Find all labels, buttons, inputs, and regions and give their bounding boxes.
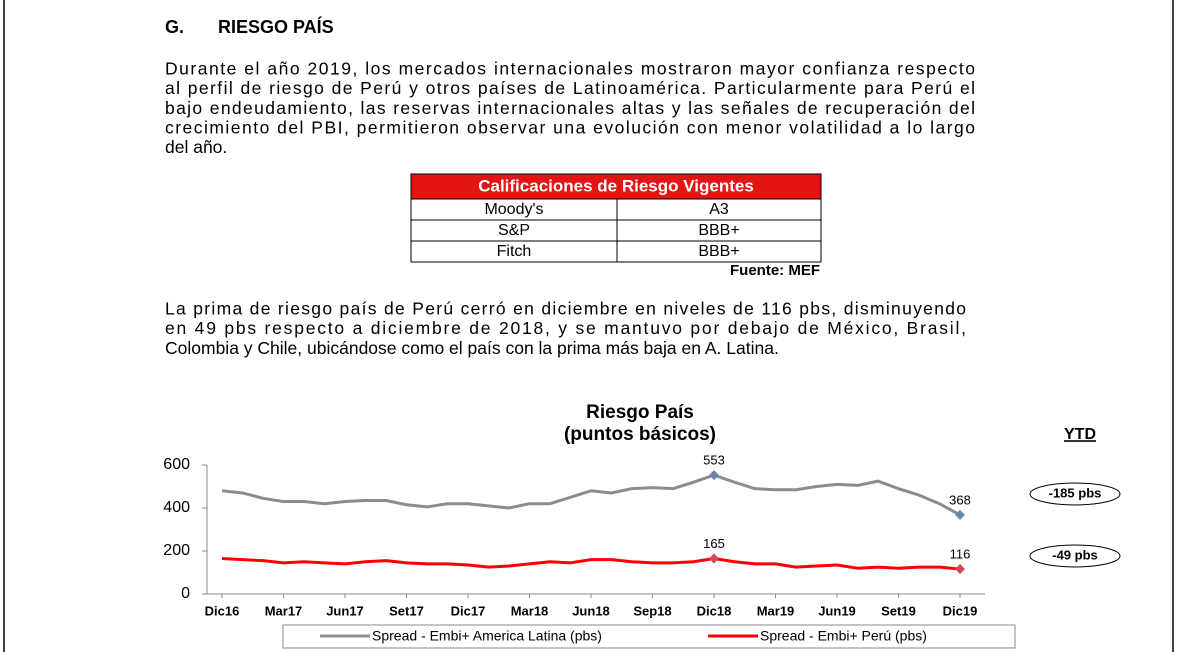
- table-text: A3: [709, 201, 729, 218]
- paragraph-line: crecimiento del PBI, permitieron observa…: [165, 117, 975, 137]
- legend: [282, 624, 1016, 649]
- point-marker: [709, 470, 719, 481]
- chart-title: Riesgo País: [586, 402, 694, 423]
- x-tick-label: Mar18: [511, 603, 549, 618]
- heading-title: RIESGO PAÍS: [218, 16, 334, 37]
- x-tick-label: Dic17: [451, 603, 486, 618]
- paragraph-line: del año.: [165, 137, 227, 157]
- point-marker: [709, 553, 719, 564]
- x-tick-label: Jun18: [572, 603, 610, 618]
- y-tick-label: 200: [163, 542, 190, 559]
- paragraph-line: bajo endeudamiento, las reservas interna…: [165, 98, 975, 118]
- data-label: 553: [703, 453, 725, 468]
- table-cell: [616, 240, 822, 263]
- table-header: [410, 173, 822, 200]
- data-label: 368: [949, 492, 971, 507]
- legend-label: Spread - Embi+ Perú (pbs): [760, 628, 927, 644]
- ytd-oval: [1029, 544, 1121, 568]
- data-label: 165: [703, 536, 725, 551]
- paragraph-line: La prima de riesgo país de Perú cerró en…: [165, 299, 966, 319]
- table-title: Calificaciones de Riesgo Vigentes: [478, 176, 754, 195]
- x-tick-label: Dic18: [697, 603, 732, 618]
- paragraph-line: al perfil de riesgo de Perú y otros país…: [165, 78, 975, 98]
- data-label: 116: [950, 546, 971, 561]
- x-tick-label: Mar17: [265, 603, 303, 618]
- table: Moody's A3 S&P BBB+ Fitch BBB+: [410, 198, 822, 263]
- paragraph: Durante el año 2019, los mercados intern…: [165, 59, 975, 157]
- x-tick-label: Sep18: [633, 603, 671, 618]
- table-text: BBB+: [698, 222, 739, 239]
- table-text: S&P: [498, 222, 530, 239]
- x-tick-label: Set19: [881, 603, 916, 618]
- y-tick-label: 400: [163, 499, 190, 516]
- heading-letter: G.: [165, 17, 184, 37]
- chart-subtitle: (puntos básicos): [564, 424, 716, 445]
- ytd-label: -185 pbs: [1049, 485, 1102, 500]
- paragraph-line: en 49 pbs respecto a diciembre de 2018, …: [165, 318, 966, 338]
- ytd-label: -49 pbs: [1052, 547, 1098, 562]
- table-source: Fuente: MEF: [730, 262, 820, 279]
- x-tick-label: Dic16: [205, 603, 240, 618]
- legend-label: Spread - Embi+ America Latina (pbs): [372, 628, 602, 644]
- ytd-oval: [1029, 482, 1121, 506]
- x-tick-label: Dic19: [943, 603, 978, 618]
- paragraph: La prima de riesgo país de Perú cerró en…: [165, 299, 966, 358]
- paragraph-line: Durante el año 2019, los mercados intern…: [165, 59, 975, 79]
- x-tick-label: Jun17: [326, 603, 364, 618]
- x-tick-label: Mar19: [757, 603, 795, 618]
- table-text: BBB+: [698, 243, 739, 260]
- x-tick-label: Jun19: [818, 603, 856, 618]
- point-marker: [955, 509, 965, 520]
- y-tick-label: 0: [181, 585, 190, 602]
- series-line: [221, 557, 961, 571]
- paragraph-line: Colombia y Chile, ubicándose como el paí…: [165, 338, 779, 358]
- table-text: Fitch: [497, 243, 532, 260]
- point-marker: [955, 564, 965, 575]
- series-line: [221, 473, 961, 517]
- chart: 0 200 400 600 Dic16 Mar17 Jun17 Set17 Dic17 Mar18…: [163, 453, 985, 644]
- table-text: Moody's: [484, 201, 543, 218]
- ytd-title: YTD: [1064, 426, 1096, 443]
- y-tick-label: 600: [163, 456, 190, 473]
- x-tick-label: Set17: [389, 603, 424, 618]
